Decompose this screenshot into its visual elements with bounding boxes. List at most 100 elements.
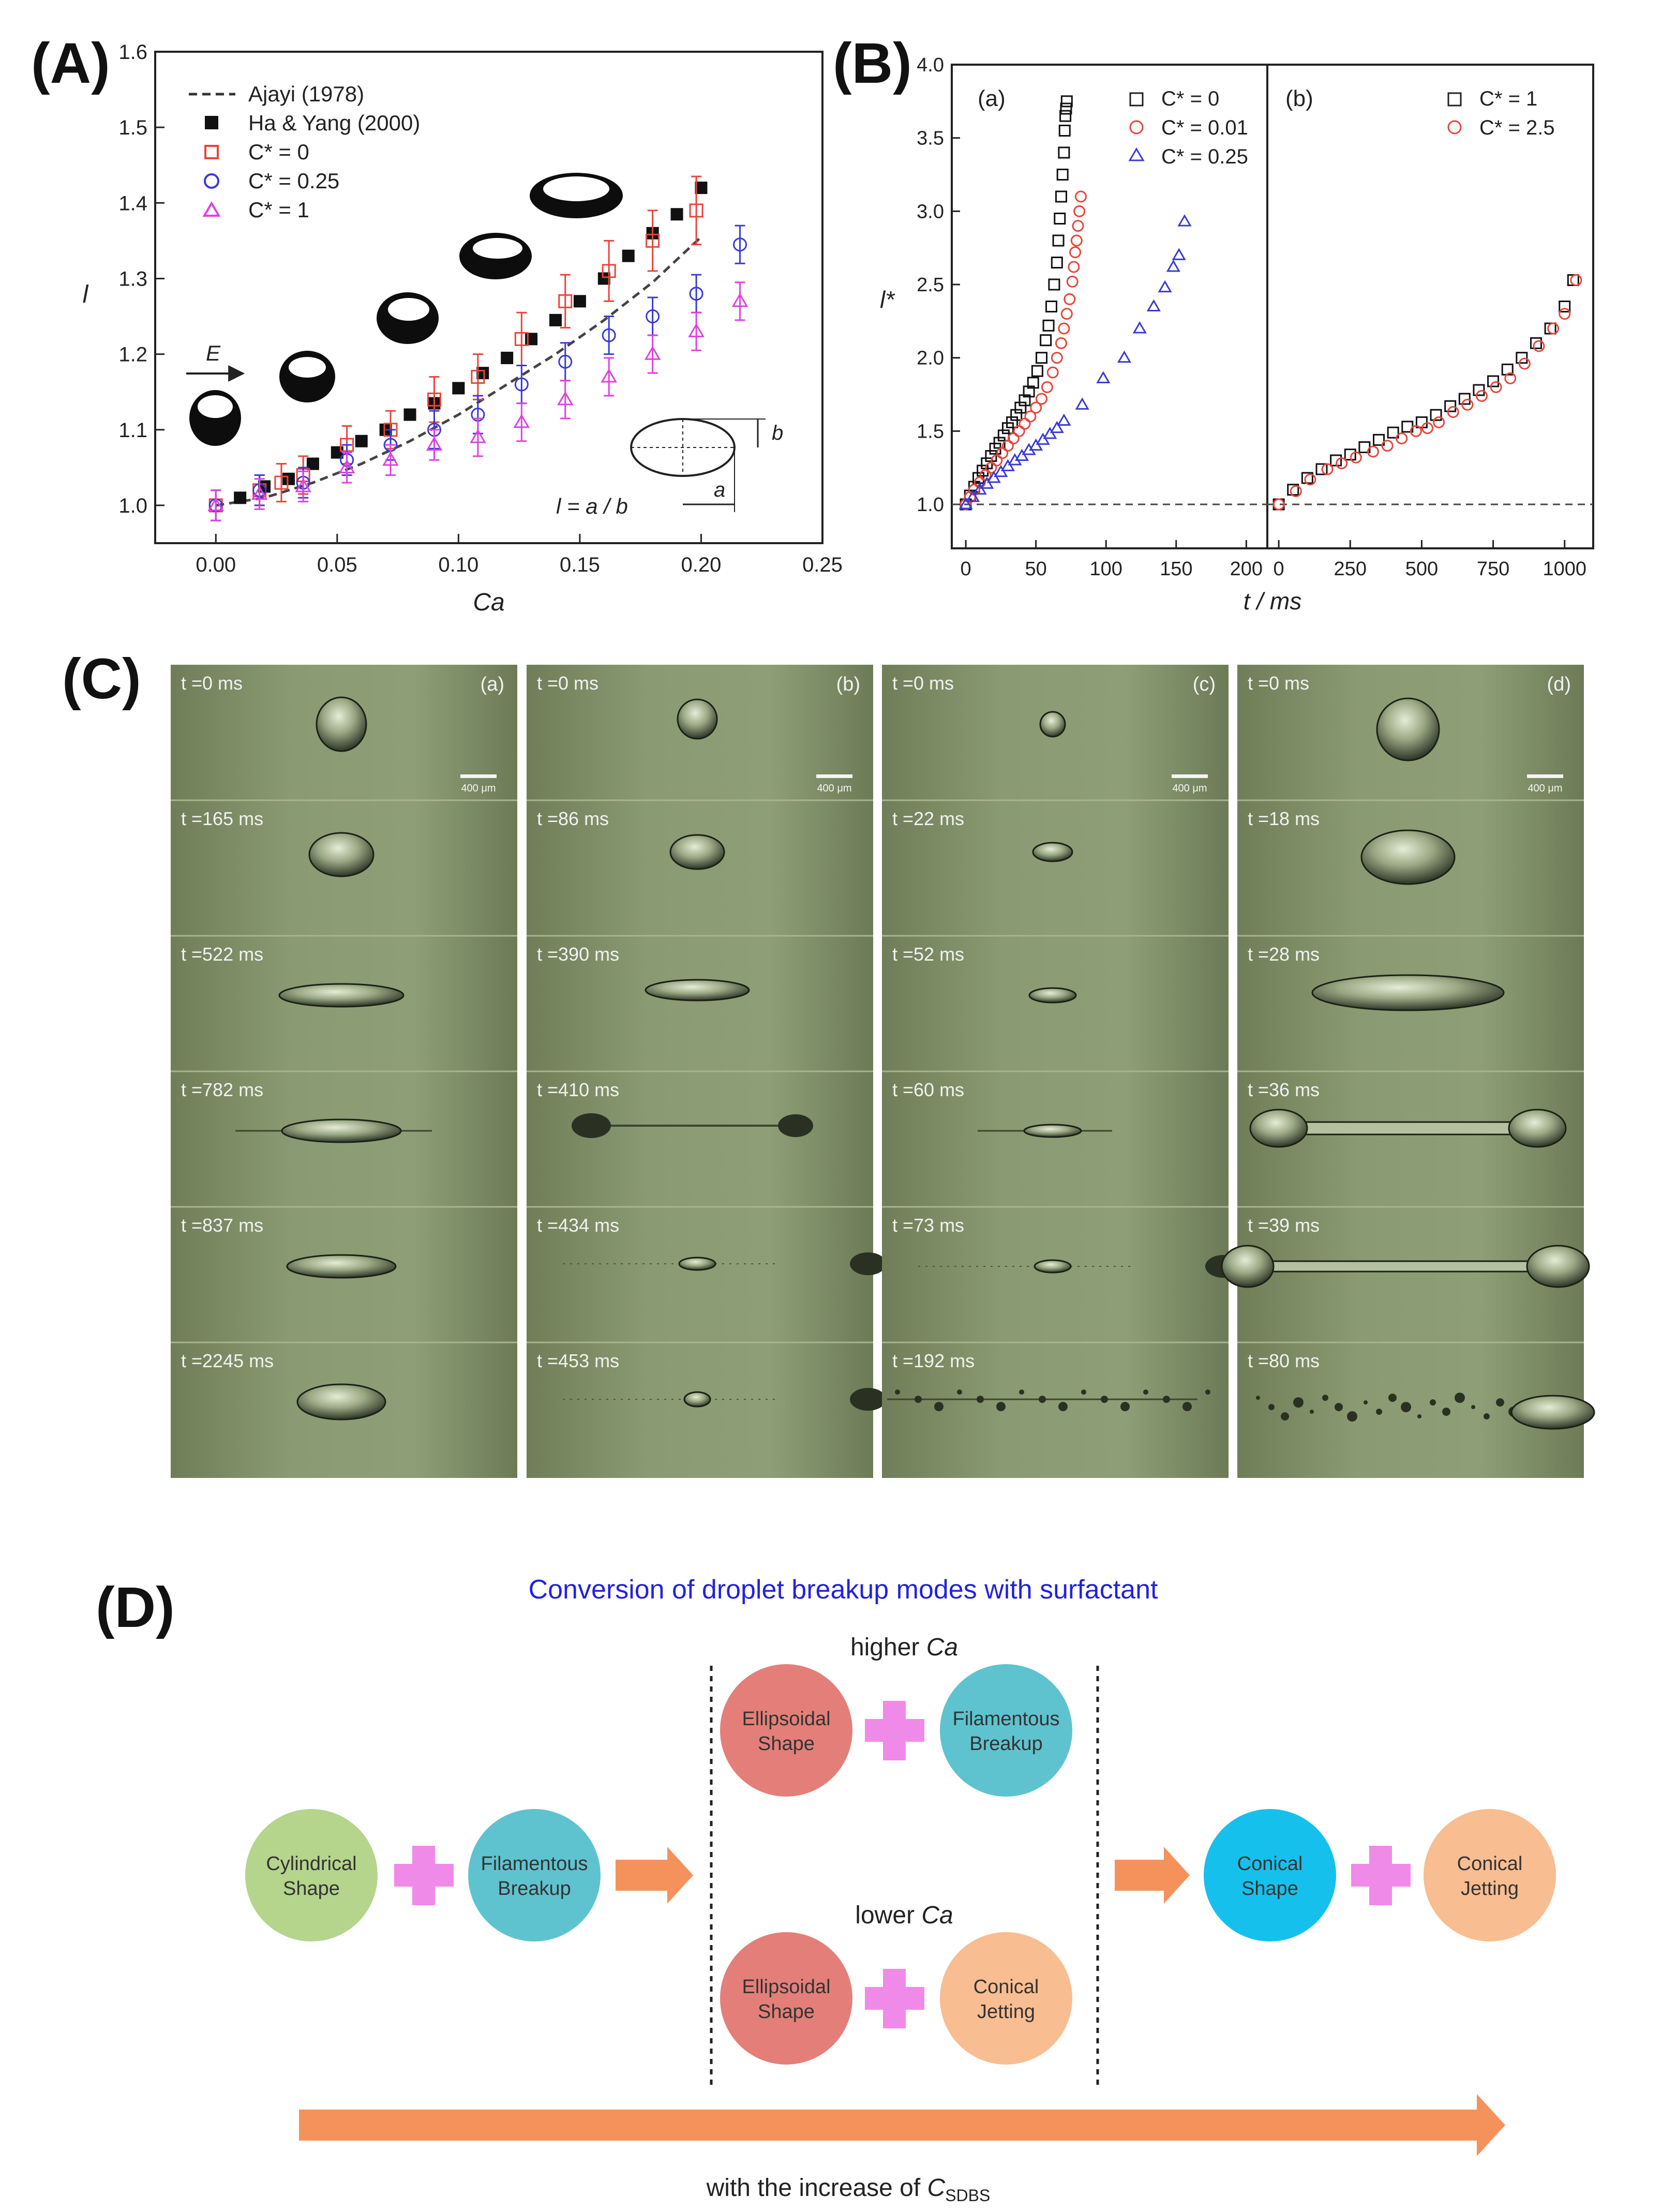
plot-a-ticks: 0.00 0.05 0.10 0.15 0.20 0.25 1.0 1.1 1.2 1.3 1.4 1… (118, 41, 843, 576)
data-point (689, 287, 703, 301)
x-tick-label: 200 (1230, 558, 1263, 580)
frame-time-label: t =453 ms (537, 1350, 619, 1371)
frame-time-label: t =782 ms (181, 1079, 263, 1100)
plot-b-b-data (1272, 274, 1582, 511)
data-point (1055, 337, 1067, 349)
frame-time-label: t =0 ms (1248, 672, 1309, 694)
data-point (1051, 257, 1063, 268)
data-point (1051, 352, 1063, 364)
data-point (1433, 416, 1445, 428)
data-point (1050, 421, 1064, 434)
data-point (1014, 449, 1029, 461)
frame-time-label: t =52 ms (892, 944, 964, 965)
scale-bar (1527, 774, 1563, 778)
plot-b-a-data (959, 95, 1192, 511)
series-ajayi-line (215, 236, 702, 507)
data-point (1117, 350, 1132, 363)
data-point (234, 491, 247, 504)
panel-a: (A) 0.00 0.05 0.10 0.15 0.20 0.25 1.0 1.1 1.2 1.3… (31, 32, 843, 616)
panel-b-label: (B) (833, 32, 912, 95)
droplet (286, 1254, 397, 1279)
plot-b-b-legend: C* = 1 C* = 2.5 (1447, 87, 1555, 139)
scale-bar-label: 400 μm (461, 783, 496, 794)
data-point (558, 354, 573, 369)
y-tick-label: 1.0 (917, 494, 944, 516)
data-point (1010, 409, 1023, 421)
data-point (514, 332, 529, 346)
data-point (1058, 322, 1070, 335)
data-point (1530, 337, 1542, 349)
y-tick-label: 1.0 (118, 495, 147, 517)
frame-time-label: t =28 ms (1248, 944, 1320, 965)
data-point (306, 457, 319, 470)
data-point (1461, 398, 1474, 411)
droplet (1256, 1393, 1595, 1430)
frame-time-label: t =837 ms (181, 1215, 263, 1236)
data-point (1036, 352, 1048, 364)
diagram-title: Conversion of droplet breakup modes with… (529, 1575, 1158, 1605)
svg-text:Jetting: Jetting (1461, 1878, 1519, 1900)
scale-bar-label: 400 μm (1172, 783, 1207, 794)
plus-icon (865, 1969, 924, 2028)
data-point (338, 459, 355, 473)
data-point (452, 382, 465, 395)
data-point (427, 392, 441, 407)
data-point (1158, 280, 1172, 293)
frame-time-label: t =434 ms (537, 1215, 619, 1236)
y-tick-label: 1.4 (118, 192, 147, 215)
data-point (1490, 381, 1502, 393)
data-point (514, 377, 529, 392)
data-point (1055, 190, 1067, 203)
frame-time-label: t =60 ms (892, 1079, 964, 1100)
panel-c-label: (C) (62, 647, 141, 711)
data-point (1070, 234, 1083, 247)
photo-column-label: (b) (836, 674, 860, 695)
scale-bar (460, 774, 497, 778)
plot-a-data (207, 175, 748, 521)
plot-b-a-sublabel: (a) (978, 86, 1006, 111)
data-point (1475, 390, 1488, 402)
data-point (1000, 459, 1015, 471)
node-filamentous-breakup-higher: Filamentous Breakup (940, 1664, 1072, 1797)
data-point (1172, 248, 1186, 260)
frame-time-label: t =165 ms (181, 808, 263, 829)
legend-hayang-marker (205, 116, 218, 129)
data-point (1041, 381, 1053, 393)
data-point (1056, 169, 1069, 181)
droplet (296, 1383, 386, 1421)
data-point (1473, 384, 1485, 396)
data-point (1096, 371, 1111, 383)
higher-ca-label: higher Ca (850, 1634, 958, 1661)
data-point (670, 208, 683, 221)
node-cylindrical-shape: Cylindrical Shape (245, 1809, 378, 1941)
legend-b-c0-marker (1129, 92, 1144, 107)
frame-time-label: t =86 ms (537, 808, 609, 829)
y-tick-label: 1.3 (118, 267, 147, 290)
frame-time-label: t =2245 ms (181, 1350, 274, 1371)
data-point (994, 465, 1008, 477)
data-point (731, 293, 748, 307)
data-point (1075, 397, 1089, 410)
data-point (1396, 432, 1408, 444)
inset-label-a: a (714, 479, 725, 501)
lower-ca-label: lower Ca (855, 1902, 953, 1929)
droplet (563, 1388, 886, 1411)
data-point (1027, 377, 1039, 389)
photo-column: (b) 400 μm t =0 ms t =86 ms t =390 ms t =410 … (527, 665, 886, 1478)
data-point (1013, 425, 1025, 437)
plot-b-b-frame (1266, 64, 1594, 549)
frame-time-label: t =36 ms (1248, 1079, 1320, 1100)
photo-column: (d) 400 μm t =0 ms t =18 ms t =28 ms t =36 ms… (1221, 665, 1595, 1478)
data-point (1177, 214, 1192, 227)
data-point (1559, 308, 1571, 320)
droplet (978, 1124, 1112, 1138)
data-point (602, 328, 616, 342)
inset-label-b: b (772, 422, 783, 444)
data-point (1321, 463, 1334, 475)
svg-text:Filamentous: Filamentous (953, 1708, 1060, 1730)
data-point (1059, 110, 1072, 122)
panel-d-label: (D) (96, 1576, 175, 1639)
data-point (972, 482, 987, 495)
svg-text:Breakup: Breakup (498, 1878, 571, 1900)
y-tick-label: 1.5 (917, 421, 944, 442)
